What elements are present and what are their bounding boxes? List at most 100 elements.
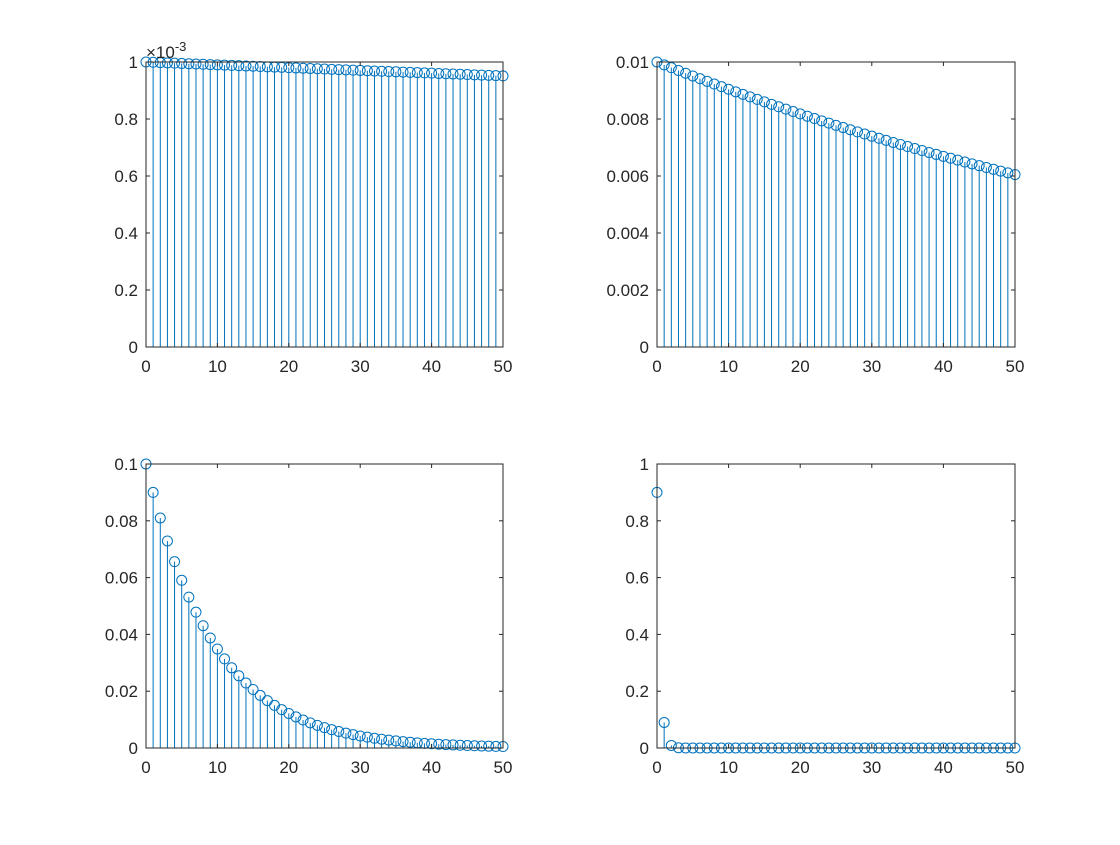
stem-marker (297, 714, 309, 726)
stem-marker (290, 62, 302, 74)
y-tick-label: 0.004 (606, 224, 649, 243)
stem-marker (830, 119, 842, 131)
stem-marker (240, 677, 252, 689)
stem-marker (147, 486, 159, 498)
stem-marker (247, 60, 259, 72)
stem-marker (672, 64, 684, 76)
stem-marker (801, 110, 813, 122)
stem-marker (837, 122, 849, 134)
x-tick-label: 0 (652, 357, 661, 376)
stem-marker (809, 113, 821, 125)
x-tick-label: 30 (862, 357, 881, 376)
stem-marker (433, 738, 445, 750)
stem-marker (780, 103, 792, 115)
x-tick-label: 40 (934, 357, 953, 376)
y-tick-label: 0.6 (114, 167, 138, 186)
stem-marker (773, 101, 785, 113)
stem-marker (340, 727, 352, 739)
stem-marker (973, 160, 985, 172)
x-tick-label: 20 (279, 357, 298, 376)
stem-marker (340, 64, 352, 76)
stem-marker (708, 78, 720, 90)
stem-marker (483, 69, 495, 81)
x-tick-label: 40 (422, 758, 441, 777)
stem-marker (995, 165, 1007, 177)
stem-marker (433, 67, 445, 79)
x-tick-label: 0 (141, 758, 150, 777)
y-tick-label: 0.04 (105, 625, 138, 644)
stem-marker (383, 734, 395, 746)
stem-marker (333, 725, 345, 737)
stem-marker (290, 711, 302, 723)
y-tick-label: 1 (129, 53, 138, 72)
stem-marker (930, 148, 942, 160)
stem-marker (490, 740, 502, 752)
stem-marker (204, 632, 216, 644)
stem-marker (240, 60, 252, 72)
stem-marker (426, 738, 438, 750)
x-tick-label: 20 (791, 758, 810, 777)
stem-marker (397, 736, 409, 748)
stem-marker (715, 81, 727, 93)
y-tick-label: 0.008 (606, 110, 649, 129)
stem-marker (319, 722, 330, 734)
stem-marker (311, 719, 323, 731)
x-tick-label: 50 (1006, 758, 1025, 777)
stem-marker (454, 739, 466, 751)
x-tick-label: 40 (934, 758, 953, 777)
stem-marker (490, 70, 502, 82)
y-tick-label: 0.8 (114, 110, 138, 129)
stem-marker (233, 60, 245, 72)
x-tick-label: 50 (494, 758, 513, 777)
stem-marker (197, 620, 209, 632)
stem-marker (959, 156, 971, 168)
stem-marker (461, 740, 473, 752)
stem-marker (766, 98, 778, 110)
stem-marker (204, 59, 216, 71)
stem-marker (866, 130, 878, 142)
stem-marker (161, 57, 173, 69)
y-tick-label: 1 (640, 455, 649, 474)
x-tick-label: 20 (279, 758, 298, 777)
axes-box (145, 463, 504, 749)
stem-marker (233, 670, 245, 682)
subplot-3: 0 10 20 30 40 50 0 0.02 0.04 0.06 0.08 0.1 (105, 455, 513, 777)
stem-marker (909, 143, 921, 155)
stem-marker (454, 68, 466, 80)
stem-marker (923, 146, 935, 158)
stem-marker (476, 740, 488, 752)
stem-marker (169, 57, 181, 69)
y-tick-label: 0.01 (616, 53, 649, 72)
stem-marker (730, 86, 742, 98)
axes-background (657, 464, 1015, 748)
stem-marker (723, 83, 735, 95)
x-tick-label: 30 (862, 758, 881, 777)
stem-marker (190, 58, 202, 70)
stem-marker (390, 735, 402, 747)
stem-marker (347, 64, 359, 76)
stem-marker (894, 138, 906, 150)
x-tick-label: 10 (719, 758, 738, 777)
stem-marker (816, 115, 828, 127)
stem-marker (211, 59, 223, 71)
stem-marker (390, 66, 402, 78)
stem-marker (880, 134, 892, 146)
stem-marker (787, 106, 799, 118)
stem-marker (368, 65, 380, 77)
stem-marker (383, 66, 395, 78)
axes-box (656, 61, 1016, 348)
stem-marker (304, 717, 316, 729)
axes-box (656, 463, 1016, 749)
stem-marker (945, 152, 957, 164)
stem-marker (476, 69, 488, 81)
x-tick-label: 50 (494, 357, 513, 376)
stem-marker (701, 75, 713, 87)
stem-marker (737, 88, 749, 100)
stem-marker (326, 63, 338, 75)
stem-marker (902, 141, 914, 153)
stem-marker (226, 59, 238, 71)
stem-marker (304, 62, 316, 74)
stem-marker (211, 643, 223, 655)
stem-marker (161, 535, 173, 547)
